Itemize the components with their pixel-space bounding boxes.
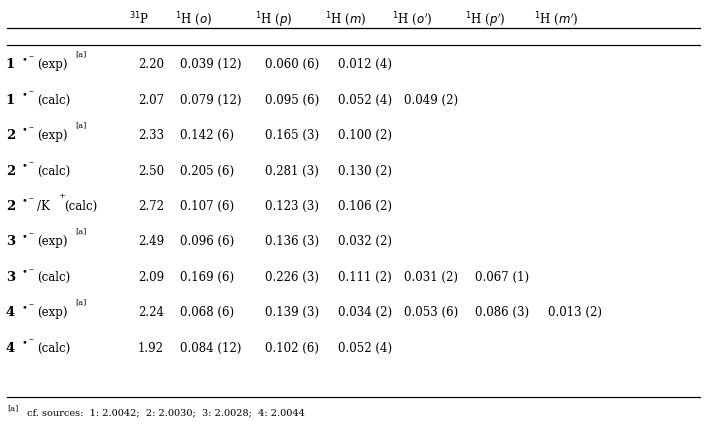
Text: •: •: [21, 90, 27, 99]
Text: (exp): (exp): [37, 129, 67, 142]
Text: $^{31}$P: $^{31}$P: [129, 11, 150, 27]
Text: 2: 2: [6, 129, 15, 142]
Text: $^{1}$H ($\mathit{m}$): $^{1}$H ($\mathit{m}$): [325, 11, 367, 29]
Text: 0.079 (12): 0.079 (12): [180, 94, 242, 107]
Text: 0.096 (6): 0.096 (6): [180, 235, 235, 248]
Text: –: –: [28, 336, 33, 345]
Text: 0.013 (2): 0.013 (2): [548, 306, 602, 319]
Text: $^{1}$H ($\mathit{o}$): $^{1}$H ($\mathit{o}$): [175, 11, 213, 29]
Text: 0.095 (6): 0.095 (6): [265, 94, 320, 107]
Text: 0.012 (4): 0.012 (4): [338, 58, 392, 71]
Text: 0.039 (12): 0.039 (12): [180, 58, 242, 71]
Text: 0.102 (6): 0.102 (6): [265, 342, 319, 355]
Text: •: •: [21, 232, 27, 241]
Text: 0.136 (3): 0.136 (3): [265, 235, 320, 248]
Text: –: –: [28, 52, 33, 61]
Text: 0.106 (2): 0.106 (2): [338, 200, 392, 213]
Text: 2.33: 2.33: [138, 129, 164, 142]
Text: –: –: [28, 265, 33, 274]
Text: •: •: [21, 267, 27, 276]
Text: (calc): (calc): [37, 94, 70, 107]
Text: •: •: [21, 197, 27, 206]
Text: 0.111 (2): 0.111 (2): [338, 271, 392, 284]
Text: 1: 1: [6, 94, 15, 107]
Text: cf. sources:  1: 2.0042;  2: 2.0030;  3: 2.0028;  4: 2.0044: cf. sources: 1: 2.0042; 2: 2.0030; 3: 2.…: [27, 408, 305, 417]
Text: 3: 3: [6, 235, 15, 248]
Text: (calc): (calc): [64, 200, 97, 213]
Text: 2.07: 2.07: [138, 94, 164, 107]
Text: [a]: [a]: [7, 404, 18, 412]
Text: (calc): (calc): [37, 271, 70, 284]
Text: (exp): (exp): [37, 58, 67, 71]
Text: 0.068 (6): 0.068 (6): [180, 306, 235, 319]
Text: 0.281 (3): 0.281 (3): [265, 165, 319, 178]
Text: 0.205 (6): 0.205 (6): [180, 165, 235, 178]
Text: 4: 4: [6, 306, 15, 319]
Text: •: •: [21, 338, 27, 347]
Text: •: •: [21, 161, 27, 170]
Text: –: –: [28, 300, 33, 309]
Text: 2.72: 2.72: [138, 200, 164, 213]
Text: 0.165 (3): 0.165 (3): [265, 129, 320, 142]
Text: 0.053 (6): 0.053 (6): [404, 306, 459, 319]
Text: 0.031 (2): 0.031 (2): [404, 271, 458, 284]
Text: 2.09: 2.09: [138, 271, 164, 284]
Text: /K: /K: [37, 200, 49, 213]
Text: 1.92: 1.92: [138, 342, 164, 355]
Text: [a]: [a]: [76, 51, 87, 59]
Text: –: –: [28, 229, 33, 238]
Text: 0.049 (2): 0.049 (2): [404, 94, 459, 107]
Text: 0.169 (6): 0.169 (6): [180, 271, 235, 284]
Text: 0.130 (2): 0.130 (2): [338, 165, 392, 178]
Text: (exp): (exp): [37, 306, 67, 319]
Text: –: –: [28, 88, 33, 97]
Text: 2.50: 2.50: [138, 165, 164, 178]
Text: 0.032 (2): 0.032 (2): [338, 235, 392, 248]
Text: –: –: [28, 194, 33, 203]
Text: –: –: [28, 123, 33, 132]
Text: 1: 1: [6, 58, 15, 71]
Text: $^{1}$H ($\mathit{p}'$): $^{1}$H ($\mathit{p}'$): [465, 11, 506, 30]
Text: $^{1}$H ($\mathit{o}'$): $^{1}$H ($\mathit{o}'$): [392, 11, 433, 29]
Text: (calc): (calc): [37, 342, 70, 355]
Text: •: •: [21, 303, 27, 312]
Text: 0.123 (3): 0.123 (3): [265, 200, 319, 213]
Text: 2.24: 2.24: [138, 306, 164, 319]
Text: [a]: [a]: [76, 228, 87, 236]
Text: $^{1}$H ($\mathit{p}$): $^{1}$H ($\mathit{p}$): [255, 11, 292, 30]
Text: –: –: [28, 159, 33, 168]
Text: +: +: [58, 192, 65, 200]
Text: 2.49: 2.49: [138, 235, 164, 248]
Text: $^{1}$H ($\mathit{m}'$): $^{1}$H ($\mathit{m}'$): [534, 11, 578, 29]
Text: 2: 2: [6, 200, 15, 213]
Text: 0.052 (4): 0.052 (4): [338, 342, 392, 355]
Text: •: •: [21, 126, 27, 135]
Text: 0.060 (6): 0.060 (6): [265, 58, 320, 71]
Text: 2: 2: [6, 165, 15, 178]
Text: 0.100 (2): 0.100 (2): [338, 129, 392, 142]
Text: 0.226 (3): 0.226 (3): [265, 271, 319, 284]
Text: [a]: [a]: [76, 299, 87, 307]
Text: 0.107 (6): 0.107 (6): [180, 200, 235, 213]
Text: 0.139 (3): 0.139 (3): [265, 306, 320, 319]
Text: 0.034 (2): 0.034 (2): [338, 306, 392, 319]
Text: (calc): (calc): [37, 165, 70, 178]
Text: 3: 3: [6, 271, 15, 284]
Text: [a]: [a]: [76, 121, 87, 130]
Text: (exp): (exp): [37, 235, 67, 248]
Text: •: •: [21, 55, 27, 64]
Text: 0.086 (3): 0.086 (3): [475, 306, 530, 319]
Text: 0.142 (6): 0.142 (6): [180, 129, 234, 142]
Text: 0.084 (12): 0.084 (12): [180, 342, 242, 355]
Text: 2.20: 2.20: [138, 58, 164, 71]
Text: 0.067 (1): 0.067 (1): [475, 271, 530, 284]
Text: 0.052 (4): 0.052 (4): [338, 94, 392, 107]
Text: 4: 4: [6, 342, 15, 355]
